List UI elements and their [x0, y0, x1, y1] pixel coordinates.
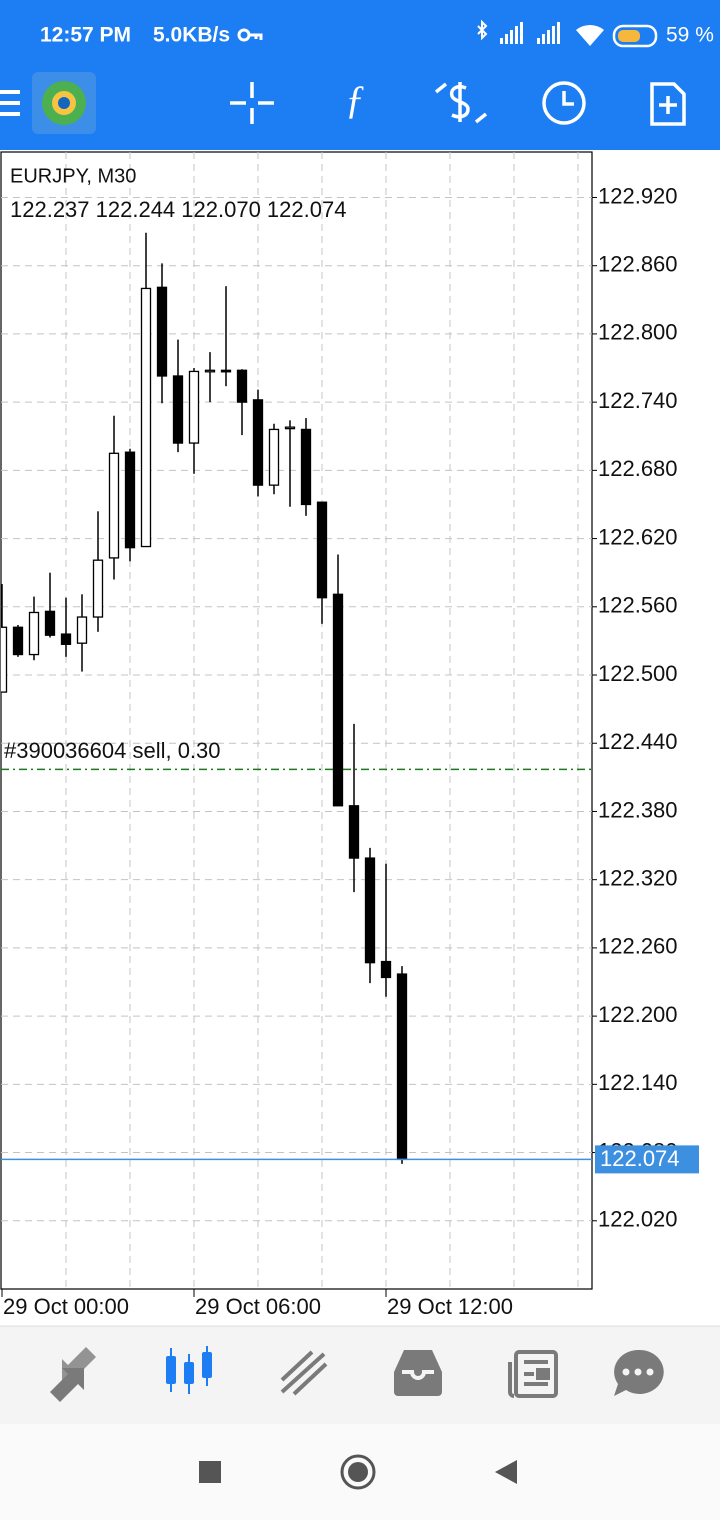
crosshair-button[interactable] [230, 82, 274, 124]
key-icon [237, 28, 263, 42]
symbol-label: EURJPY, M30 [10, 165, 136, 187]
plot-area [1, 152, 592, 1289]
ohlc-label: 122.237 122.244 122.070 122.074 [10, 197, 346, 222]
candle-body [92, 559, 104, 618]
candle-body [300, 428, 312, 506]
y-tick-label: 122.140 [598, 1070, 678, 1095]
candle-body [396, 973, 408, 1161]
candle-body [204, 369, 216, 373]
candle-body [284, 426, 296, 430]
news-tab[interactable] [508, 1350, 558, 1398]
indicators-button[interactable]: ƒ [345, 77, 365, 122]
candle-body [364, 857, 376, 964]
candle-body [380, 960, 392, 979]
price-label-box [595, 1145, 699, 1174]
candle-body [44, 610, 56, 636]
y-tick-label: 122.620 [598, 524, 678, 549]
y-tick-label: 122.020 [598, 1207, 678, 1232]
candle-body [236, 369, 248, 403]
price-label: 122.074 [600, 1146, 680, 1171]
y-tick-label: 122.440 [598, 729, 678, 754]
candle-body [28, 611, 40, 656]
trade-tab[interactable] [280, 1350, 328, 1396]
y-tick-label: 122.320 [598, 865, 678, 890]
chart-tab[interactable] [166, 1346, 212, 1394]
candle-body [316, 501, 328, 599]
status-battery: 59 % [666, 24, 714, 47]
candle-body [220, 369, 232, 373]
plot-frame [0, 151, 593, 1290]
y-tick-label: 122.500 [598, 661, 678, 686]
candle-body [348, 805, 360, 859]
y-tick-label: 122.860 [598, 252, 678, 277]
candle-body [108, 452, 120, 559]
app-bar [0, 0, 720, 150]
candle-body [1, 626, 8, 693]
new-order-button[interactable] [650, 82, 686, 126]
app-logo[interactable] [32, 72, 96, 134]
back-button[interactable] [495, 1460, 517, 1484]
order-label: #390036604 sell, 0.30 [4, 738, 221, 763]
y-tick-label: 122.800 [598, 320, 678, 345]
x-tick-label: 29 Oct 00:00 [3, 1294, 129, 1319]
x-tick-label: 29 Oct 06:00 [195, 1294, 321, 1319]
candle-body [252, 399, 264, 486]
y-tick-label: 122.260 [598, 934, 678, 959]
chat-tab[interactable] [614, 1349, 664, 1396]
status-icons [477, 19, 658, 48]
menu-button[interactable] [0, 90, 20, 116]
home-button[interactable] [340, 1454, 376, 1490]
candle-body [268, 428, 280, 486]
y-tick-label: 122.200 [598, 1002, 678, 1027]
status-time: 12:57 PM [40, 24, 131, 47]
candle-body [188, 370, 200, 444]
chart: 122.020122.080122.140122.200122.260122.3… [1, 152, 699, 1319]
candle-body [12, 626, 24, 656]
y-tick-label: 122.920 [598, 183, 678, 208]
y-tick-label: 122.560 [598, 593, 678, 618]
quotes-tab[interactable] [50, 1347, 96, 1402]
status-speed: 5.0KB/s [153, 24, 230, 47]
recents-button[interactable] [199, 1461, 221, 1483]
bottom-nav [0, 1326, 720, 1424]
y-tick-label: 122.380 [598, 797, 678, 822]
trade-button[interactable] [434, 82, 488, 124]
candle-body [124, 451, 136, 549]
candle-body [156, 286, 168, 377]
history-tab[interactable] [394, 1350, 442, 1396]
candle-body [172, 375, 184, 444]
y-tick-label: 122.680 [598, 456, 678, 481]
candle-body [332, 593, 344, 807]
candle-body [60, 633, 72, 645]
y-tick-label: 122.740 [598, 388, 678, 413]
candle-body [76, 616, 88, 644]
period-button[interactable] [542, 81, 586, 125]
x-tick-label: 29 Oct 12:00 [387, 1294, 513, 1319]
candle-body [140, 287, 152, 548]
